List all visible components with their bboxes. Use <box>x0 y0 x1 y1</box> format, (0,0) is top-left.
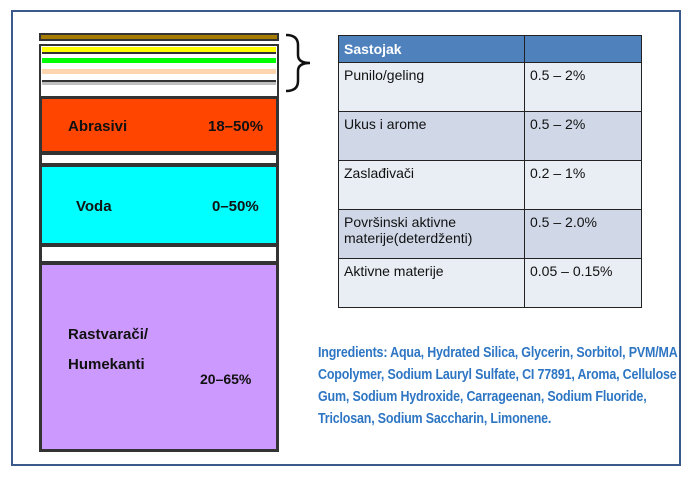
stripe-gray <box>42 80 276 85</box>
cell-name: Aktivne materije <box>338 258 525 308</box>
cell-name: Ukus i arome <box>338 111 525 161</box>
header-value <box>524 35 642 63</box>
cell-value: 0.5 – 2.0% <box>524 209 642 259</box>
cell-value: 0.5 – 2% <box>524 62 642 112</box>
rastvaraci-range: 20–65% <box>200 371 252 387</box>
table-header: Sastojak <box>338 35 642 63</box>
rastvaraci-label: Rastvarači/ <box>68 326 149 343</box>
layer-abrasivi <box>39 96 279 154</box>
header-sastojak: Sastojak <box>338 35 525 63</box>
cell-name: Punilo/geling <box>338 62 525 112</box>
cell-value: 0.05 – 0.15% <box>524 258 642 308</box>
stripe-yellow <box>42 47 276 52</box>
table-row: Površinski aktivne materije(deterdženti)… <box>338 209 642 259</box>
abrasivi-label: Abrasivi <box>68 118 128 135</box>
brace-icon <box>285 33 311 93</box>
gap-2 <box>39 244 279 264</box>
voda-label: Voda <box>76 198 112 215</box>
cell-value: 0.5 – 2% <box>524 111 642 161</box>
humekanti-label: Humekanti <box>68 356 145 373</box>
cell-name: Površinski aktivne materije(deterdženti) <box>338 209 525 259</box>
figure-frame <box>11 10 681 466</box>
table-row: Punilo/geling 0.5 – 2% <box>338 62 642 112</box>
cell-value: 0.2 – 1% <box>524 160 642 210</box>
voda-range: 0–50% <box>212 198 259 215</box>
ingredients-table: Sastojak Punilo/geling 0.5 – 2% Ukus i ar… <box>338 35 642 308</box>
stripe-peach <box>42 69 276 74</box>
cell-name: Zaslađivači <box>338 160 525 210</box>
ingredients-text: Ingredients: Aqua, Hydrated Silica, Glyc… <box>318 345 678 427</box>
stripe-green <box>42 58 276 63</box>
abrasivi-range: 18–50% <box>208 118 264 135</box>
table-row: Zaslađivači 0.2 – 1% <box>338 160 642 210</box>
stripe-dividers <box>42 52 276 82</box>
table-row: Aktivne materije 0.05 – 0.15% <box>338 258 642 308</box>
layer-brown <box>39 33 279 41</box>
layer-rastvaraci <box>39 262 279 452</box>
table-row: Ukus i arome 0.5 – 2% <box>338 111 642 161</box>
